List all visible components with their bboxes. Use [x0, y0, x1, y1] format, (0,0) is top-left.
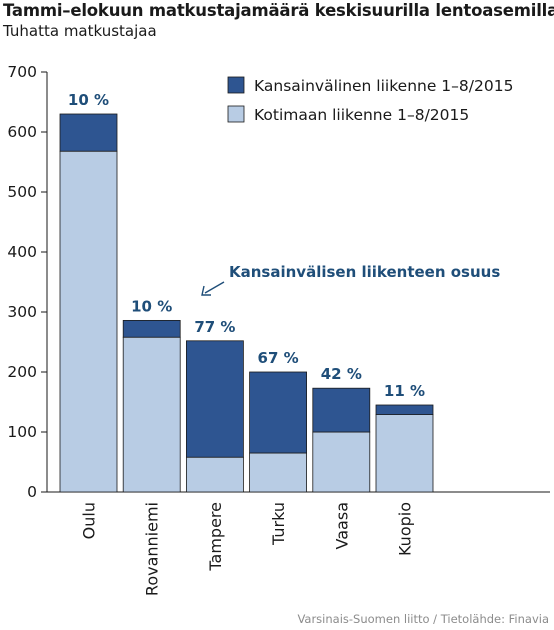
chart-title: Tammi–elokuun matkustajamäärä keskisuuri…: [3, 1, 554, 20]
y-tick-label: 600: [7, 123, 37, 141]
annotation-text: Kansainvälisen liikenteen osuus: [229, 263, 500, 281]
x-tick-label: Rovanniemi: [143, 502, 162, 596]
y-tick-label: 300: [7, 303, 37, 321]
bar-international: [312, 387, 371, 433]
legend-label-domestic: Kotimaan liikenne 1–8/2015: [254, 106, 469, 124]
x-tick-label: Turku: [269, 502, 288, 546]
bar-domestic: [185, 456, 244, 493]
data-label-share: 67 %: [258, 349, 299, 367]
bar-international: [122, 319, 181, 338]
source-note: Varsinais-Suomen liitto / Tietolähde: Fi…: [297, 612, 549, 626]
bar-international: [249, 371, 308, 454]
bar-domestic: [375, 414, 434, 493]
data-label-share: 42 %: [321, 365, 362, 383]
bar-domestic: [122, 336, 181, 493]
x-tick-label: Tampere: [206, 502, 225, 572]
data-label-share: 77 %: [194, 318, 235, 336]
y-tick-label: 0: [27, 483, 37, 501]
bar-domestic: [59, 150, 118, 493]
data-label-share: 10 %: [131, 297, 172, 315]
legend-label-international: Kansainvälinen liikenne 1–8/2015: [254, 77, 513, 95]
x-tick-label: Oulu: [80, 502, 99, 539]
x-tick-label: Vaasa: [332, 502, 351, 549]
bar-international: [59, 113, 118, 152]
y-tick-label: 500: [7, 183, 37, 201]
chart-subtitle: Tuhatta matkustajaa: [3, 22, 157, 40]
bar-international: [185, 340, 244, 458]
legend-swatch-domestic: [227, 105, 245, 123]
data-label-share: 10 %: [68, 91, 109, 109]
bar-domestic: [312, 431, 371, 493]
y-tick-label: 200: [7, 363, 37, 381]
annotation-arrow-head: [201, 285, 211, 296]
annotation-arrow-line: [204, 281, 225, 294]
x-tick-label: Kuopio: [396, 502, 415, 556]
bar-domestic: [249, 452, 308, 493]
legend-swatch-international: [227, 76, 245, 94]
bar-international: [375, 404, 434, 416]
y-tick-label: 700: [7, 63, 37, 81]
data-label-share: 11 %: [384, 382, 425, 400]
y-tick-label: 400: [7, 243, 37, 261]
y-tick-label: 100: [7, 423, 37, 441]
